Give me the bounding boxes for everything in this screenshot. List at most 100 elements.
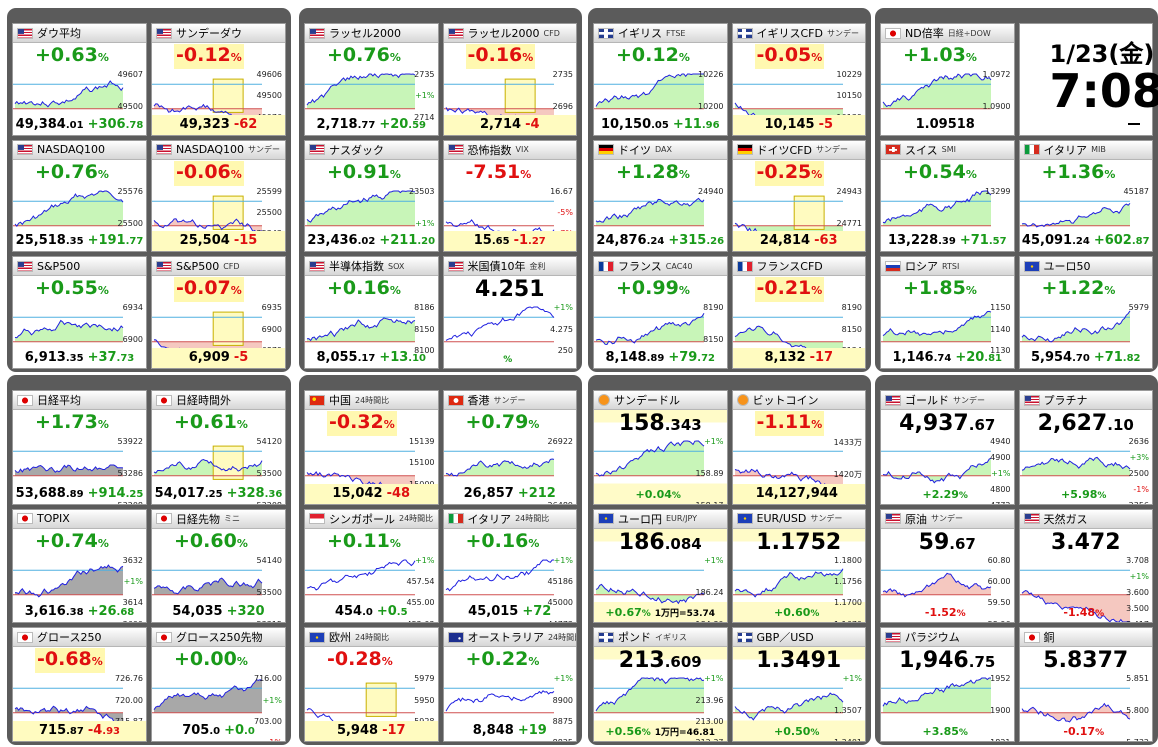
level-label: 8150 <box>703 335 724 345</box>
price-line <box>14 563 124 598</box>
mini-chart <box>1019 688 1130 723</box>
tile-name: フランス <box>618 260 662 274</box>
level-label: 60.00 <box>987 576 1011 586</box>
percent-unit: % <box>678 51 690 64</box>
percent-unit: % <box>956 609 966 620</box>
market-tile[interactable]: イタリア24時間比+1%451864500044773+0.16%45,015+… <box>442 508 577 624</box>
change-int: +191 <box>87 233 126 249</box>
market-tile[interactable]: ビットコイン1433万1420万1400万-1.11%14,127,944 <box>731 390 866 505</box>
market-tile[interactable]: ドイツ DAX 24940 24775 +1.28% 24,876.24+315.26 <box>593 139 728 253</box>
tile-name: ラッセル2000 <box>467 27 540 40</box>
market-tile[interactable]: S&P500CFD6935690068796850-0.07%6,909-5 <box>151 256 286 369</box>
price-row: 6,913.35 +37.73 <box>13 348 146 368</box>
chart-area-container <box>1019 185 1153 252</box>
price-int: 8,848 <box>472 722 514 738</box>
change-int: +914 <box>87 485 126 501</box>
price-row: 8,848 +19 <box>444 721 577 741</box>
market-tile[interactable]: オーストラリア24時間比 +1% 8900 8875 8825 +0.22% 8,848+1… <box>442 627 577 742</box>
price-int: 5,954 <box>1030 349 1073 365</box>
tile-header: ダウ平均 <box>13 24 146 43</box>
market-tile[interactable]: NASDAQ100255762550025399+0.76%25,518.35+… <box>12 139 147 253</box>
market-tile[interactable]: ユーロ50 5979 5940 +1.22% 5,954.70+71.82 <box>1018 256 1153 369</box>
price-line <box>734 568 843 598</box>
market-tile[interactable]: イギリスCFDサンデー10229101501013910050-0.05%10,… <box>731 23 866 136</box>
change-percent: +0.61% <box>174 411 248 436</box>
price-value: 5.8377 <box>1020 648 1153 675</box>
market-tile[interactable]: 日経平均 53922 53286 53208 +1.73% 53,688.89+914.2… <box>12 390 147 505</box>
market-tile[interactable]: シンガポール 24時間比 +1% 457.54 455.00 452.03 +0.11% 45… <box>304 508 439 624</box>
level-label: 15139 <box>409 437 435 446</box>
market-tile[interactable]: グロース250726.76720.00715.87-1%-0.68%715.87… <box>12 627 147 742</box>
market-tile[interactable]: 銅 5.851 5.800 5.732 5.8377 -0.17% <box>1018 627 1153 742</box>
market-tile[interactable]: イギリス FTSE 10226 10200 10139 +0.12% 10,150.05+1… <box>593 23 728 136</box>
mini-chart <box>305 73 416 110</box>
change-int: +79 <box>668 349 698 365</box>
change-percent: +0.55% <box>35 277 109 302</box>
price-line <box>1021 589 1130 623</box>
market-tile[interactable]: ラッセル2000 2735 +1% 2714 2700 +0.76% 2,718.77+20… <box>304 23 439 136</box>
percent-unit: % <box>503 354 513 365</box>
market-tile[interactable]: ナスダック 23503 +1% 23335 +0.91% 23,436.02+211.20 <box>304 139 439 253</box>
flag-icon <box>885 394 901 406</box>
market-tile[interactable]: フランスCFD819081508124-1%-0.21%8,132-17 <box>731 256 866 369</box>
level-label: 4800 <box>990 485 1011 494</box>
market-tile[interactable]: プラチナ 2636 +3% 2500 -1% 2356 2,627.10 +5.98% <box>1018 390 1153 505</box>
market-tile[interactable]: 欧州24時間比597959505928-1%-0.28%5,948-17 <box>304 627 439 742</box>
market-tile[interactable]: 日経時間外 54120 53500 53208 +0.61% 54,017.25+328.… <box>151 390 286 505</box>
tile-name: NASDAQ100 <box>37 143 105 157</box>
percent-unit: % <box>810 727 820 738</box>
market-tile[interactable]: パラジウム 1952 1900 1821 1,946.75 +3.85% <box>880 627 1015 742</box>
market-tile[interactable]: GBP／USD +1% 1.3507 1.3401 1.3491 +0.50% <box>731 627 866 742</box>
price-row: 3,616.38 +26.68 <box>13 602 146 622</box>
price-int: 15 <box>473 233 492 249</box>
change-int: -5 <box>818 116 834 132</box>
price-int: 1,146 <box>892 349 934 365</box>
market-tile[interactable]: S&P500 6934 6900 6893 +0.55% 6,913.35+37.73 <box>12 256 147 369</box>
market-tile[interactable]: 中国24時間比15139151001500014901-0.32%15,042-… <box>304 390 439 505</box>
mini-chart <box>305 682 415 741</box>
market-tile[interactable]: サンデードル +1% 158.89 158.17 158.343 +0.04% <box>593 390 728 505</box>
mini-chart <box>1019 200 1130 228</box>
change-int: +37 <box>87 349 117 365</box>
percent-unit: % <box>958 727 968 738</box>
market-tile[interactable]: ロシア RTSI 1150 1140 1130 1119 +1.85% 1,146.74+20… <box>880 256 1015 369</box>
change-int: -1 <box>513 233 529 249</box>
level-label: 24943 <box>836 186 862 196</box>
change-percent-row: -1.52% <box>881 604 1014 622</box>
flag-icon <box>447 27 464 39</box>
chart-area-container <box>152 185 285 252</box>
price-decimal: .25 <box>204 488 223 500</box>
price-decimal: .39 <box>938 236 956 248</box>
change-percent-value: +0.91 <box>327 160 390 183</box>
market-tile[interactable]: TOPIX 3632 +1% 3614 3600 +0.74% 3,616.38+26.68 <box>12 508 147 624</box>
flag-icon <box>598 260 614 272</box>
percent-unit: % <box>641 727 651 738</box>
mini-chart <box>305 559 416 595</box>
market-tile[interactable]: NASDAQ100サンデー255992550025343-1%-0.06%25,… <box>151 139 286 253</box>
chart-area <box>15 706 123 726</box>
market-tile[interactable]: ユーロ円EUR/JPY+1%186.24184.80186.084+0.67%1… <box>593 508 728 624</box>
market-tile[interactable]: ダウ平均 49607 49500 49259 +0.63% 49,384.01+306.7… <box>12 23 147 136</box>
change-decimal: .68 <box>116 607 135 619</box>
market-tile[interactable]: サンデーダウ496064950049076-1%-0.12%49,323-62 <box>151 23 286 136</box>
market-tile[interactable]: グロース250先物716.00+1%703.00-1%+0.00%705.0+0… <box>151 627 286 742</box>
level-label: 720.00 <box>115 695 143 705</box>
tile-name: EUR/USD <box>756 512 807 526</box>
market-tile[interactable]: 天然ガス 3.708 +1% 3.600 3.500 3.417 3.472 -1.48% <box>1018 508 1153 624</box>
market-tile[interactable]: 半導体指数 SOX 8186 8150 8100 8032 +0.16% 8,055.17+1… <box>304 256 439 369</box>
level-label: 2735 <box>414 70 435 79</box>
